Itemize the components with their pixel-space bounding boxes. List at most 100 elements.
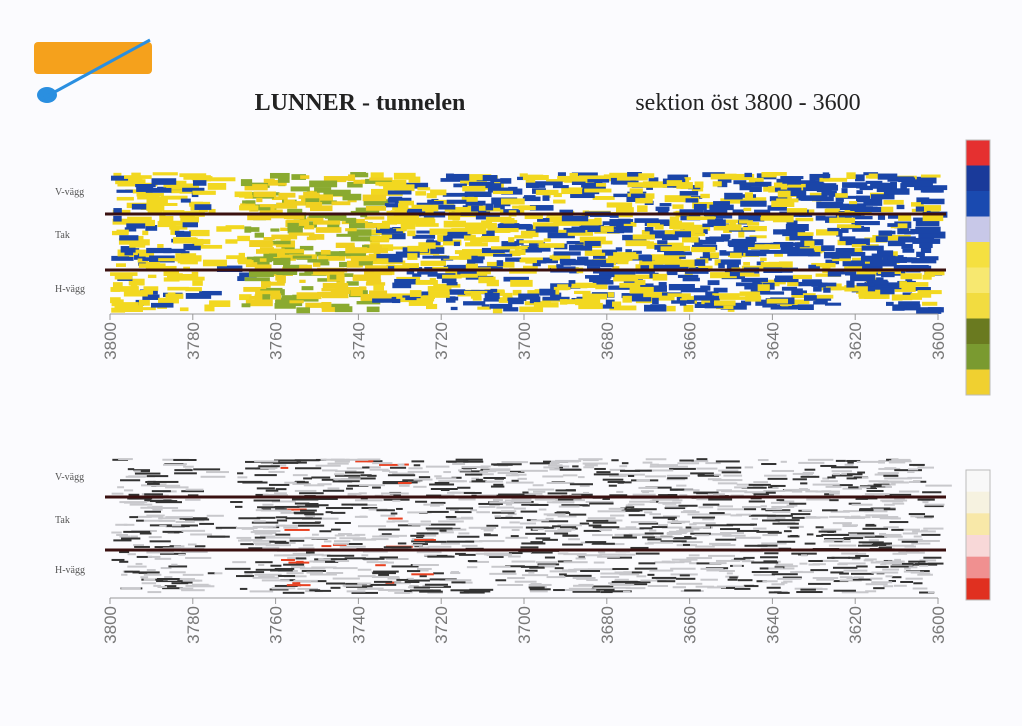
texture [177,258,186,264]
texture [305,515,316,518]
texture [393,172,416,180]
texture [638,522,659,525]
texture [820,464,837,467]
texture [912,287,931,291]
texture [326,571,344,574]
texture [743,261,751,266]
texture [563,561,588,564]
texture [202,259,227,267]
texture [463,301,486,306]
texture [927,591,934,594]
texture [665,505,688,508]
texture [545,517,554,520]
texture [657,580,676,583]
texture [679,191,699,196]
texture [370,236,390,241]
texture [371,538,389,541]
texture [534,498,558,501]
texture [718,469,739,472]
texture [140,576,149,579]
texture [875,236,888,243]
texture [232,561,247,564]
texture [255,249,272,254]
texture [379,534,407,537]
texture [543,466,560,469]
texture [298,195,324,200]
texture [906,257,913,263]
texture [146,196,168,204]
texture [714,259,721,266]
texture [490,288,498,293]
texture [369,583,397,586]
texture [306,236,317,241]
texture [846,473,863,476]
texture [917,498,935,501]
texture [573,568,590,571]
texture [503,276,529,282]
texture [462,222,484,228]
texture [306,551,315,554]
texture [414,545,423,548]
texture [706,569,725,572]
texture [907,471,915,474]
texture [896,204,905,210]
texture [645,458,667,461]
texture [765,491,776,494]
texture [503,307,519,312]
texture [509,521,520,524]
texture [357,568,372,571]
texture [688,554,700,557]
texture [309,180,338,188]
texture [440,178,462,182]
texture [690,472,714,475]
row-label: Tak [55,230,70,241]
texture [605,299,615,306]
texture [661,560,671,563]
texture [783,176,794,183]
texture [244,539,252,542]
texture [415,223,439,227]
texture [682,277,700,282]
texture [667,518,676,521]
texture [411,540,434,543]
texture [253,520,266,523]
texture [546,501,575,504]
texture [254,294,265,301]
texture [443,471,451,474]
texture [173,458,197,461]
texture [709,542,731,545]
texture [435,477,457,480]
x-tick-label: 3620 [846,606,865,644]
texture [829,217,856,224]
texture [717,508,745,511]
texture [347,484,369,487]
texture [362,466,370,469]
texture [354,533,366,536]
texture [214,572,223,575]
texture [244,226,252,233]
texture [388,572,396,575]
legend-swatch [966,535,990,558]
texture [664,195,692,203]
texture [237,539,252,542]
texture [450,306,458,311]
texture [789,233,813,241]
texture [533,302,559,308]
texture [465,200,486,206]
texture [595,284,608,290]
texture [509,470,525,473]
texture [922,301,938,306]
texture [805,490,818,493]
texture [294,502,310,505]
texture [734,486,748,489]
texture [520,469,548,472]
texture [754,209,771,215]
texture [741,560,755,563]
texture [429,578,457,581]
texture [352,274,381,281]
texture [446,540,475,543]
texture [397,463,405,466]
texture [234,191,253,198]
texture [493,203,505,210]
